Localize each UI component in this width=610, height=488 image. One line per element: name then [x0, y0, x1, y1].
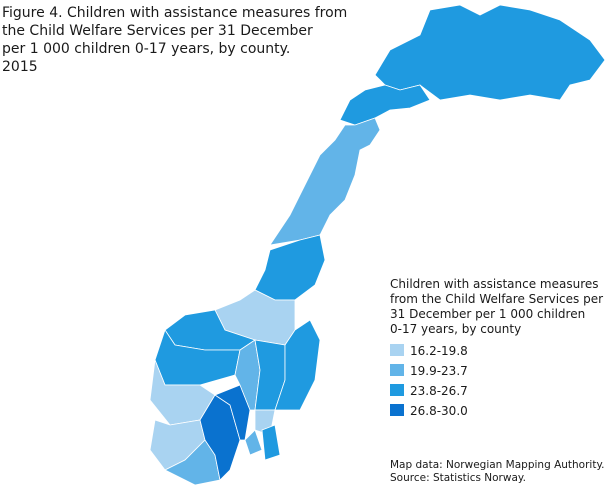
- legend-swatch: [390, 404, 404, 416]
- title: Figure 4. Children with assistance measu…: [2, 5, 347, 75]
- map: [149, 4, 606, 486]
- county: [274, 319, 321, 411]
- legend-label: 23.8-26.7: [410, 384, 468, 398]
- title-line: Figure 4. Children with assistance measu…: [2, 5, 347, 21]
- legend-label: 16.2-19.8: [410, 344, 468, 358]
- legend-title-line: Children with assistance measures: [390, 277, 599, 291]
- legend-swatch: [390, 364, 404, 376]
- source-line: Source: Statistics Norway.: [390, 472, 526, 484]
- title-line: per 1 000 children 0-17 years, by county…: [2, 41, 290, 57]
- county: [244, 429, 263, 456]
- title-line: 2015: [2, 59, 38, 75]
- legend-title-line: 0-17 years, by county: [390, 322, 521, 336]
- legend-label: 26.8-30.0: [410, 404, 468, 418]
- county: [269, 117, 381, 246]
- source-line: Map data: Norwegian Mapping Authority.: [390, 459, 605, 471]
- county: [261, 424, 281, 461]
- source: Map data: Norwegian Mapping Authority.So…: [390, 459, 605, 484]
- legend-title-line: from the Child Welfare Services per: [390, 292, 603, 306]
- legend-swatch: [390, 344, 404, 356]
- county: [374, 4, 606, 101]
- county: [339, 84, 431, 126]
- county: [254, 234, 326, 301]
- title-line: the Child Welfare Services per 31 Decemb…: [2, 23, 313, 39]
- legend-label: 19.9-23.7: [410, 364, 468, 378]
- legend-title-line: 31 December per 1 000 children: [390, 307, 585, 321]
- legend-swatch: [390, 384, 404, 396]
